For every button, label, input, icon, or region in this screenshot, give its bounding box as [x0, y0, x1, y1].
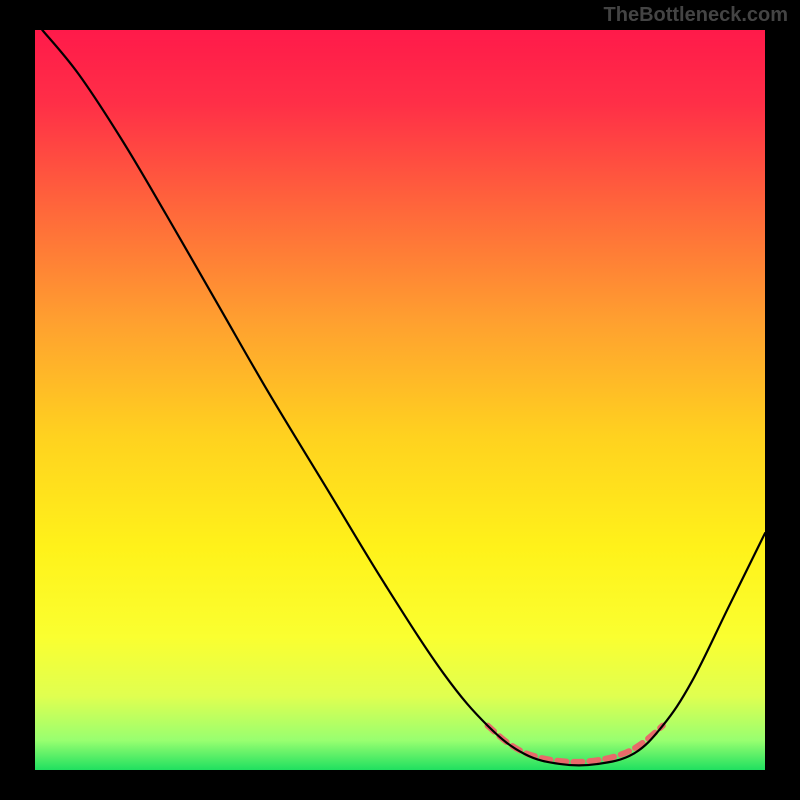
main-curve	[42, 30, 765, 765]
curve-layer	[35, 30, 765, 770]
watermark-text: TheBottleneck.com	[604, 4, 788, 27]
chart-plot-area	[35, 30, 765, 770]
trough-highlight	[488, 726, 663, 762]
